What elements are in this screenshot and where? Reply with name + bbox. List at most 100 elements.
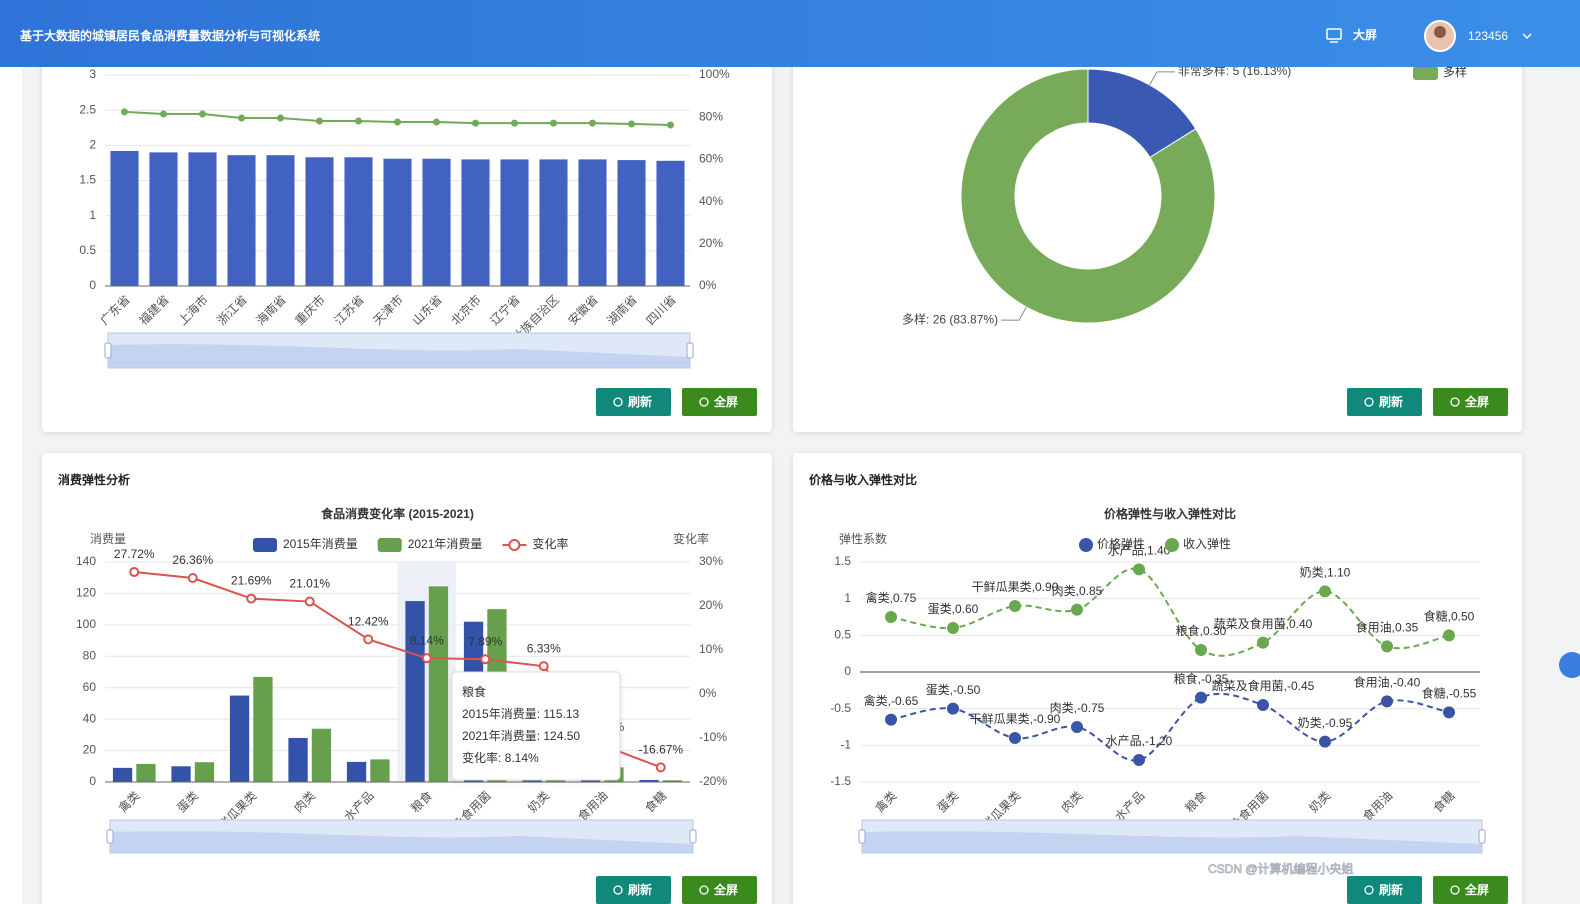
data-point[interactable] xyxy=(511,119,518,127)
data-point[interactable] xyxy=(472,119,479,127)
fullscreen-label[interactable]: 全屏 xyxy=(713,882,738,897)
bar[interactable] xyxy=(149,152,178,286)
refresh-button[interactable] xyxy=(596,388,671,416)
bar[interactable] xyxy=(383,158,412,286)
screen-button[interactable]: 大屏 xyxy=(1326,27,1377,43)
zoom-handle[interactable] xyxy=(686,342,694,359)
data-point[interactable] xyxy=(363,634,374,645)
data-point[interactable] xyxy=(628,120,635,128)
zoom-handle[interactable] xyxy=(106,829,114,844)
legend-label[interactable]: 变化率 xyxy=(532,536,568,551)
bar[interactable] xyxy=(461,159,490,286)
data-point[interactable] xyxy=(1195,644,1207,656)
data-point[interactable] xyxy=(655,762,666,773)
data-point[interactable] xyxy=(1443,629,1455,642)
zoom-handle[interactable] xyxy=(689,829,697,844)
data-point[interactable] xyxy=(1071,603,1083,616)
data-point[interactable] xyxy=(885,611,897,623)
legend-label[interactable]: 价格弹性 xyxy=(1097,536,1145,551)
bar[interactable] xyxy=(578,159,607,286)
data-point[interactable] xyxy=(316,117,323,125)
refresh-button[interactable] xyxy=(596,876,671,904)
data-point[interactable] xyxy=(187,573,198,584)
data-point[interactable] xyxy=(538,661,549,672)
fullscreen-button[interactable] xyxy=(1433,388,1508,416)
bar[interactable] xyxy=(110,150,139,286)
legend-label[interactable]: 收入弹性 xyxy=(1183,537,1231,551)
bar[interactable] xyxy=(227,155,256,286)
bar[interactable] xyxy=(422,158,451,286)
bar[interactable] xyxy=(171,766,191,782)
zoom-handle[interactable] xyxy=(858,829,866,844)
data-point[interactable] xyxy=(550,119,557,127)
legend-label[interactable]: 2021年消费量 xyxy=(408,537,483,551)
refresh-button[interactable] xyxy=(1347,876,1422,904)
data-point[interactable] xyxy=(1009,600,1021,612)
data-point[interactable] xyxy=(947,702,959,715)
bar[interactable] xyxy=(500,159,529,286)
bar[interactable] xyxy=(346,761,367,782)
data-point[interactable] xyxy=(355,117,362,125)
data-point[interactable] xyxy=(1257,699,1269,711)
data-point[interactable] xyxy=(885,713,897,726)
data-point[interactable] xyxy=(238,114,245,122)
refresh-label[interactable]: 刷新 xyxy=(1379,394,1403,409)
bar[interactable] xyxy=(253,676,273,782)
data-point[interactable] xyxy=(1009,732,1021,744)
data-point[interactable] xyxy=(1195,691,1207,704)
bar[interactable] xyxy=(539,159,568,286)
data-point[interactable] xyxy=(304,596,315,607)
data-point[interactable] xyxy=(480,654,491,665)
data-point[interactable] xyxy=(1071,721,1083,733)
legend-label[interactable]: 2015年消费量 xyxy=(283,537,358,551)
bar[interactable] xyxy=(405,601,425,782)
screen-link[interactable]: 大屏 xyxy=(1353,27,1377,42)
refresh-label[interactable]: 刷新 xyxy=(628,394,652,409)
legend-label[interactable]: 多样 xyxy=(1443,64,1467,79)
bar[interactable] xyxy=(662,780,683,782)
bar[interactable] xyxy=(656,160,685,286)
data-point[interactable] xyxy=(160,110,167,118)
data-point[interactable] xyxy=(277,114,284,122)
user-name[interactable]: 123456 xyxy=(1468,29,1508,43)
data-point[interactable] xyxy=(947,622,959,634)
bar[interactable] xyxy=(194,762,215,782)
fullscreen-label[interactable]: 全屏 xyxy=(713,394,738,409)
bar[interactable] xyxy=(266,155,295,286)
fullscreen-button[interactable] xyxy=(682,876,757,904)
data-point[interactable] xyxy=(246,593,257,604)
zoom-handle[interactable] xyxy=(104,342,112,359)
side-button[interactable] xyxy=(1559,652,1580,678)
bar[interactable] xyxy=(617,160,646,286)
data-point[interactable] xyxy=(1381,695,1393,708)
refresh-label[interactable]: 刷新 xyxy=(628,882,652,897)
bar[interactable] xyxy=(229,695,250,782)
bar[interactable] xyxy=(288,738,308,782)
zoom-handle[interactable] xyxy=(1478,829,1486,844)
fullscreen-label[interactable]: 全屏 xyxy=(1464,882,1489,897)
bar[interactable] xyxy=(428,586,449,782)
bar[interactable] xyxy=(136,763,156,782)
data-point[interactable] xyxy=(199,110,206,118)
bar[interactable] xyxy=(305,157,334,286)
data-point[interactable] xyxy=(1133,754,1145,766)
refresh-button[interactable] xyxy=(1347,388,1422,416)
data-point[interactable] xyxy=(1257,636,1269,649)
data-point[interactable] xyxy=(394,118,401,126)
data-point[interactable] xyxy=(667,121,674,129)
data-point[interactable] xyxy=(433,118,440,126)
bar[interactable] xyxy=(311,728,332,782)
fullscreen-label[interactable]: 全屏 xyxy=(1464,394,1489,409)
pie-slice[interactable] xyxy=(960,68,1216,324)
bar[interactable] xyxy=(188,152,217,286)
bar[interactable] xyxy=(344,157,373,286)
bar[interactable] xyxy=(639,779,659,782)
fullscreen-button[interactable] xyxy=(1433,876,1508,904)
data-point[interactable] xyxy=(1381,640,1393,653)
bar[interactable] xyxy=(112,767,133,782)
data-point[interactable] xyxy=(1319,585,1331,598)
bar[interactable] xyxy=(370,759,390,782)
data-point[interactable] xyxy=(1319,735,1331,748)
data-point[interactable] xyxy=(1133,563,1145,576)
data-point[interactable] xyxy=(1443,706,1455,719)
